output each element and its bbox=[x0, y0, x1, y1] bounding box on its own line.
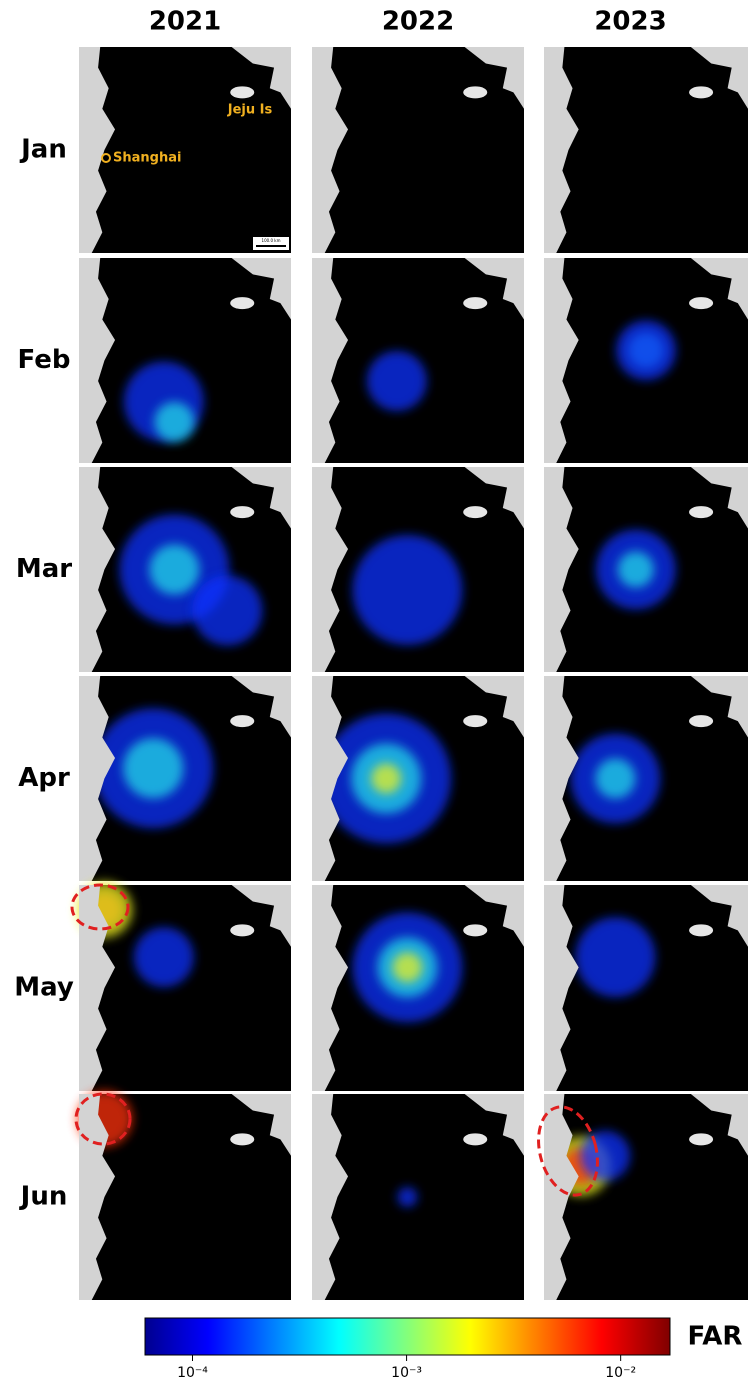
far-patch bbox=[580, 1131, 630, 1181]
far-patch bbox=[616, 320, 676, 380]
jeju-label: Jeju Is bbox=[227, 103, 273, 118]
far-patch bbox=[575, 917, 655, 997]
far-patch bbox=[371, 764, 401, 794]
jeju-island bbox=[689, 506, 713, 518]
column-header: 2023 bbox=[594, 7, 666, 37]
map-panel bbox=[544, 676, 748, 881]
jeju-island bbox=[463, 924, 487, 936]
sea bbox=[544, 1094, 748, 1300]
far-patch bbox=[123, 738, 183, 798]
map-panel bbox=[312, 467, 524, 672]
map-panel bbox=[79, 258, 291, 463]
colorbar-tick-label: 10⁻⁴ bbox=[177, 1365, 208, 1381]
jeju-island bbox=[230, 715, 254, 727]
far-patch bbox=[352, 535, 462, 645]
far-patch bbox=[154, 402, 194, 442]
map-panel bbox=[312, 47, 524, 253]
sea bbox=[79, 47, 291, 253]
jeju-island bbox=[689, 715, 713, 727]
colorbar bbox=[145, 1318, 670, 1355]
far-patch bbox=[149, 545, 199, 595]
sea bbox=[544, 885, 748, 1091]
row-label: May bbox=[14, 973, 74, 1003]
map-panel bbox=[312, 885, 524, 1091]
jeju-island bbox=[463, 506, 487, 518]
map-panel bbox=[79, 676, 291, 881]
jeju-island bbox=[230, 924, 254, 936]
far-patch bbox=[397, 1187, 417, 1207]
jeju-island bbox=[463, 297, 487, 309]
map-panel bbox=[544, 885, 748, 1091]
far-patch bbox=[134, 927, 194, 987]
map-panel bbox=[544, 1094, 748, 1300]
map-panel bbox=[544, 47, 748, 253]
jeju-island bbox=[689, 1133, 713, 1145]
column-header: 2022 bbox=[382, 7, 454, 37]
column-header: 2021 bbox=[149, 7, 221, 37]
panel-grid bbox=[76, 47, 748, 1300]
scale-bar-label: 100.0 km bbox=[262, 238, 281, 243]
far-patch bbox=[595, 759, 635, 799]
row-label: Jun bbox=[19, 1182, 68, 1212]
jeju-island bbox=[689, 297, 713, 309]
jeju-island bbox=[463, 1133, 487, 1145]
map-panel bbox=[79, 467, 291, 672]
jeju-island bbox=[230, 86, 254, 98]
map-panel bbox=[312, 258, 524, 463]
far-patch bbox=[392, 952, 422, 982]
map-panel bbox=[76, 1091, 291, 1300]
map-panel bbox=[76, 882, 291, 1091]
map-panel bbox=[544, 467, 748, 672]
row-label: Mar bbox=[16, 554, 72, 584]
jeju-island bbox=[463, 86, 487, 98]
figure: FAR 2021 2022 2023 Jan Feb Mar Apr May Jun Jeju I… bbox=[0, 0, 748, 1382]
map-panel bbox=[312, 1094, 524, 1300]
far-patch bbox=[367, 351, 427, 411]
far-patch bbox=[618, 552, 654, 588]
sea bbox=[312, 1094, 524, 1300]
shanghai-label: Shanghai bbox=[113, 151, 181, 166]
jeju-island bbox=[230, 1133, 254, 1145]
jeju-island bbox=[230, 506, 254, 518]
colorbar-label: FAR bbox=[688, 1322, 743, 1352]
map-panel bbox=[544, 258, 748, 463]
map-panel bbox=[79, 47, 291, 253]
sea bbox=[312, 47, 524, 253]
colorbar-tick-label: 10⁻³ bbox=[391, 1365, 422, 1381]
row-label: Apr bbox=[18, 763, 70, 793]
map-panel bbox=[312, 676, 524, 881]
jeju-island bbox=[463, 715, 487, 727]
colorbar-tick-label: 10⁻² bbox=[605, 1365, 636, 1381]
jeju-island bbox=[689, 924, 713, 936]
row-label: Jan bbox=[19, 135, 67, 165]
jeju-island bbox=[689, 86, 713, 98]
sea bbox=[544, 47, 748, 253]
far-patch bbox=[192, 576, 262, 646]
row-label: Feb bbox=[18, 345, 71, 375]
jeju-island bbox=[230, 297, 254, 309]
